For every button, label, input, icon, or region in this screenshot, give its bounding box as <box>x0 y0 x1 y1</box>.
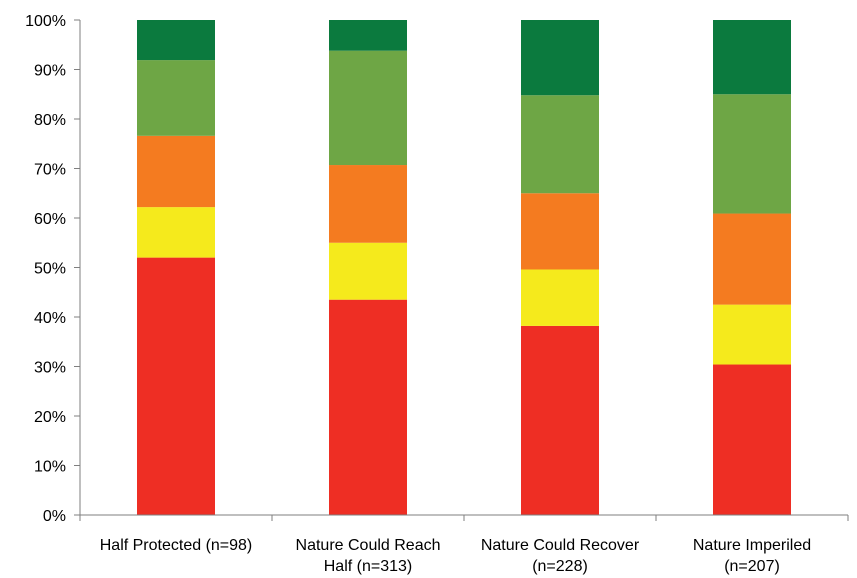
bar-segment-5 <box>329 20 407 51</box>
bar-segment-1 <box>521 325 599 515</box>
bar-segment-3 <box>329 165 407 243</box>
bar-stack <box>521 20 599 515</box>
x-category-label: Half (n=313) <box>324 558 413 575</box>
y-tick-label: 20% <box>34 409 66 426</box>
bar-segment-3 <box>713 213 791 305</box>
bar-segment-4 <box>713 94 791 214</box>
bar-segment-4 <box>329 50 407 166</box>
bar-segment-1 <box>713 364 791 515</box>
y-axis: 0% 10% 20% 30% 40% 50% 60% 70% 80% 90% 100% <box>25 13 81 525</box>
bars <box>137 20 791 515</box>
bar-segment-4 <box>137 60 215 136</box>
x-axis: Half Protected (n=98) Nature Could Reach H… <box>79 514 849 575</box>
y-tick-label: 80% <box>34 112 66 129</box>
bar-stack <box>713 20 791 515</box>
x-category-label: Half Protected (n=98) <box>100 537 253 554</box>
bar-segment-4 <box>521 95 599 194</box>
bar-segment-1 <box>137 257 215 515</box>
y-tick-label: 50% <box>34 261 66 278</box>
x-category-label: Nature Could Recover <box>481 537 640 554</box>
bar-segment-3 <box>137 135 215 208</box>
x-category-label: Nature Imperiled <box>693 537 811 554</box>
bar-stack <box>137 20 215 515</box>
bar-segment-2 <box>713 304 791 365</box>
y-tick-label: 40% <box>34 310 66 327</box>
y-tick-label: 0% <box>43 508 66 525</box>
y-tick-label: 10% <box>34 459 66 476</box>
y-tick-label: 70% <box>34 162 66 179</box>
x-category-label: Nature Could Reach <box>296 537 441 554</box>
bar-segment-3 <box>521 193 599 270</box>
x-category-label: (n=228) <box>532 558 588 575</box>
x-category-label: (n=207) <box>724 558 780 575</box>
y-tick-label: 60% <box>34 211 66 228</box>
bar-segment-5 <box>137 20 215 61</box>
bar-segment-2 <box>521 269 599 326</box>
y-tick-label: 30% <box>34 360 66 377</box>
bar-segment-2 <box>329 242 407 300</box>
bar-segment-2 <box>137 207 215 258</box>
y-tick-label: 100% <box>25 13 66 30</box>
bar-segment-5 <box>521 20 599 96</box>
bar-segment-5 <box>713 20 791 95</box>
y-tick-label: 90% <box>34 63 66 80</box>
bar-stack <box>329 20 407 515</box>
bar-segment-1 <box>329 299 407 515</box>
